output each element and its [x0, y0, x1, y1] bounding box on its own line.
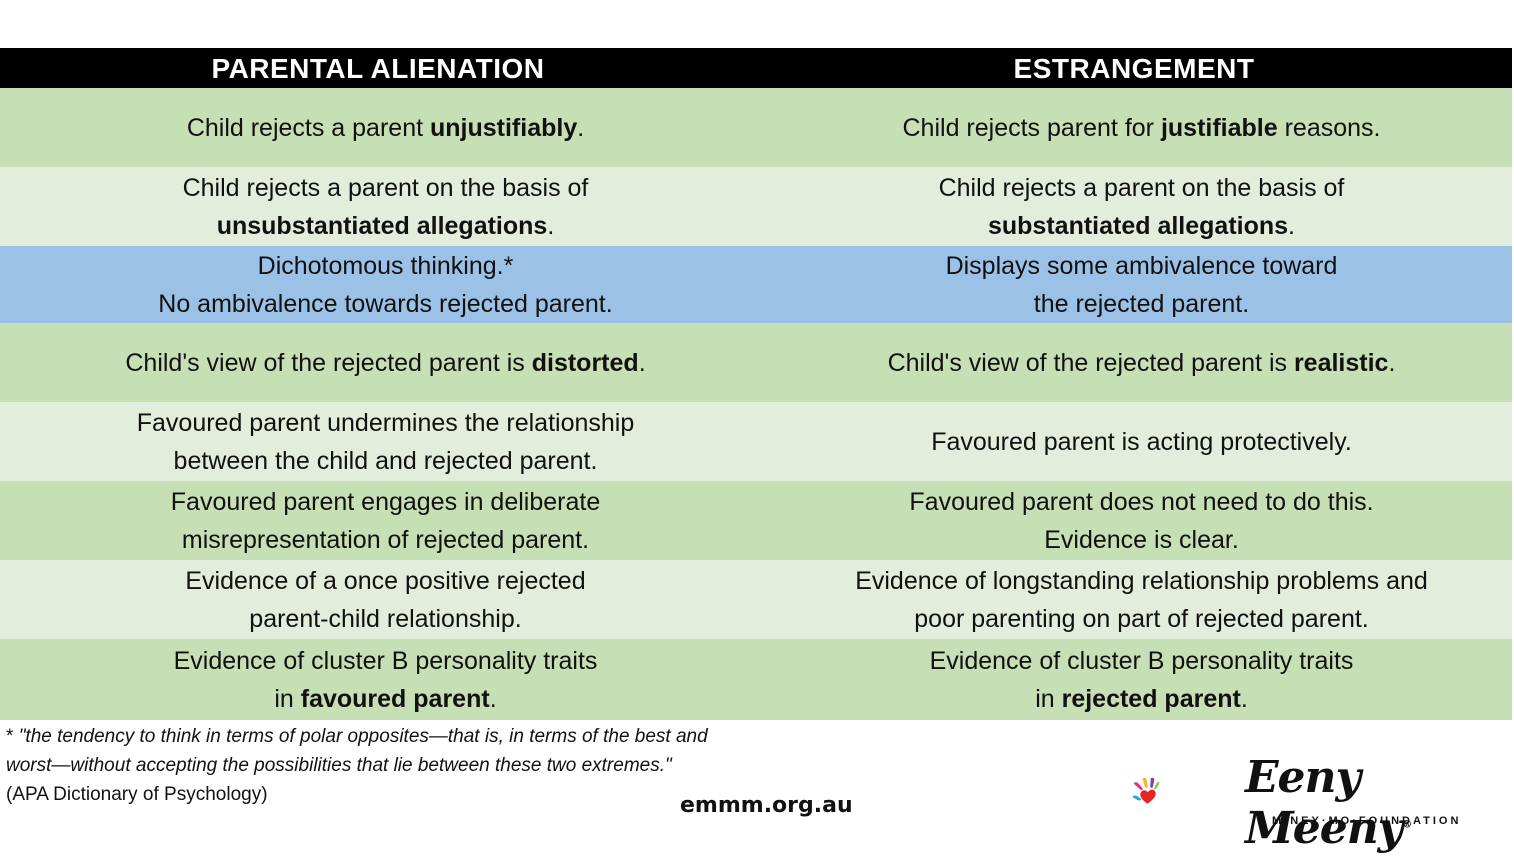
cell-text: Child's view of the rejected parent is [125, 348, 532, 377]
brand-name: Eeny Meeny® [1245, 752, 1514, 854]
table-row: Child's view of the rejected parent is d… [0, 323, 1512, 402]
cell-text: Favoured parent engages in deliberate [170, 487, 601, 516]
registered-mark: ® [1402, 819, 1412, 831]
footnote-quote-line1: "the tendency to think in terms of polar… [18, 726, 708, 747]
emphasis-text: substantiated allegations [987, 211, 1289, 240]
table-row: Favoured parent undermines the relations… [0, 402, 1512, 481]
emphasis-text: realistic [1293, 348, 1389, 377]
cell-text: poor parenting on part of rejected paren… [914, 604, 1369, 633]
cell-estrangement: Displays some ambivalence toward the reje… [771, 247, 1512, 323]
emphasis-text: justifiable [1160, 113, 1278, 142]
cell-parental-alienation: Child's view of the rejected parent is d… [0, 344, 771, 382]
cell-estrangement: Child's view of the rejected parent is r… [771, 344, 1512, 382]
table-row: Dichotomous thinking.* No ambivalence tow… [0, 246, 1512, 323]
emphasis-text: unjustifiably [430, 113, 578, 142]
cell-text: reasons. [1277, 113, 1381, 142]
table-row: Child rejects a parent unjustifiably. Chi… [0, 88, 1512, 167]
cell-estrangement: Favoured parent is acting protectively. [771, 423, 1512, 461]
cell-text: Favoured parent is acting protectively. [931, 427, 1352, 456]
footnote-source: (APA Dictionary of Psychology) [6, 784, 268, 805]
cell-text: Evidence of cluster B personality traits [173, 646, 598, 675]
cell-text: the rejected parent. [1033, 289, 1250, 318]
table-row: Child rejects a parent on the basis of un… [0, 167, 1512, 246]
cell-text: Favoured parent does not need to do this… [909, 487, 1374, 516]
table-header: PARENTAL ALIENATION ESTRANGEMENT [0, 48, 1512, 88]
cell-text: Dichotomous thinking.* [257, 251, 514, 280]
emphasis-text: favoured parent [300, 684, 490, 713]
handprint-heart-icon [1132, 777, 1160, 804]
cell-estrangement: Evidence of longstanding relationship pr… [771, 562, 1512, 638]
cell-parental-alienation: Evidence of a once positive rejected pare… [0, 562, 771, 638]
cell-text: . [638, 348, 646, 377]
cell-parental-alienation: Favoured parent engages in deliberate mis… [0, 483, 771, 559]
cell-parental-alienation: Evidence of cluster B personality traits… [0, 642, 771, 718]
table-row: Favoured parent engages in deliberate mis… [0, 481, 1512, 560]
cell-text: . [1388, 348, 1396, 377]
cell-text: Child rejects a parent on the basis of [938, 173, 1345, 202]
cell-estrangement: Child rejects a parent on the basis of su… [771, 169, 1512, 245]
cell-parental-alienation: Child rejects a parent on the basis of un… [0, 169, 771, 245]
cell-text: . [547, 211, 555, 240]
cell-text: misrepresentation of rejected parent. [181, 525, 590, 554]
table-body: Child rejects a parent unjustifiably. Chi… [0, 88, 1512, 720]
cell-text: Evidence of a once positive rejected [185, 566, 586, 595]
cell-text: between the child and rejected parent. [173, 446, 598, 475]
cell-estrangement: Child rejects parent for justifiable rea… [771, 109, 1512, 147]
emphasis-text: rejected parent [1061, 684, 1241, 713]
header-estrangement: ESTRANGEMENT [1013, 53, 1255, 84]
cell-text: . [489, 684, 497, 713]
cell-text: . [577, 113, 585, 142]
emphasis-text: distorted [531, 348, 639, 377]
cell-estrangement: Evidence of cluster B personality traits… [771, 642, 1512, 718]
footnote-star: * [6, 726, 19, 747]
cell-text: Child rejects a parent [186, 113, 430, 142]
cell-text: . [1288, 211, 1295, 240]
cell-text: Evidence is clear. [1044, 525, 1239, 554]
cell-estrangement: Favoured parent does not need to do this… [771, 483, 1512, 559]
cell-parental-alienation: Child rejects a parent unjustifiably. [0, 109, 771, 147]
cell-text: Child rejects parent for [902, 113, 1161, 142]
cell-text: Favoured parent undermines the relations… [136, 408, 635, 437]
brand-text: Eeny Meeny [1245, 752, 1403, 854]
cell-text: Displays some ambivalence toward [945, 251, 1338, 280]
cell-parental-alienation: Favoured parent undermines the relations… [0, 404, 771, 480]
table-row: Evidence of cluster B personality traits… [0, 639, 1512, 720]
footnote-quote-line2: worst—without accepting the possibilitie… [6, 755, 672, 776]
cell-text: parent-child relationship. [249, 604, 522, 633]
cell-text: in [274, 684, 301, 713]
cell-text: in [1035, 684, 1062, 713]
cell-text: Child rejects a parent on the basis of [182, 173, 589, 202]
cell-text: . [1240, 684, 1248, 713]
comparison-table: PARENTAL ALIENATION ESTRANGEMENT Child r… [0, 48, 1512, 720]
cell-text: Evidence of longstanding relationship pr… [855, 566, 1428, 595]
brand-tagline: MINEY·MO·FOUNDATION [1272, 815, 1462, 827]
cell-parental-alienation: Dichotomous thinking.* No ambivalence tow… [0, 247, 771, 323]
footnote: * "the tendency to think in terms of pol… [6, 722, 708, 809]
website-link[interactable]: emmm.org.au [680, 793, 853, 818]
cell-text: Evidence of cluster B personality traits [929, 646, 1354, 675]
cell-text: No ambivalence towards rejected parent. [158, 289, 613, 318]
emphasis-text: unsubstantiated allegations [216, 211, 548, 240]
header-parental-alienation: PARENTAL ALIENATION [211, 53, 545, 84]
table-row: Evidence of a once positive rejected pare… [0, 560, 1512, 639]
cell-text: Child's view of the rejected parent is [887, 348, 1294, 377]
